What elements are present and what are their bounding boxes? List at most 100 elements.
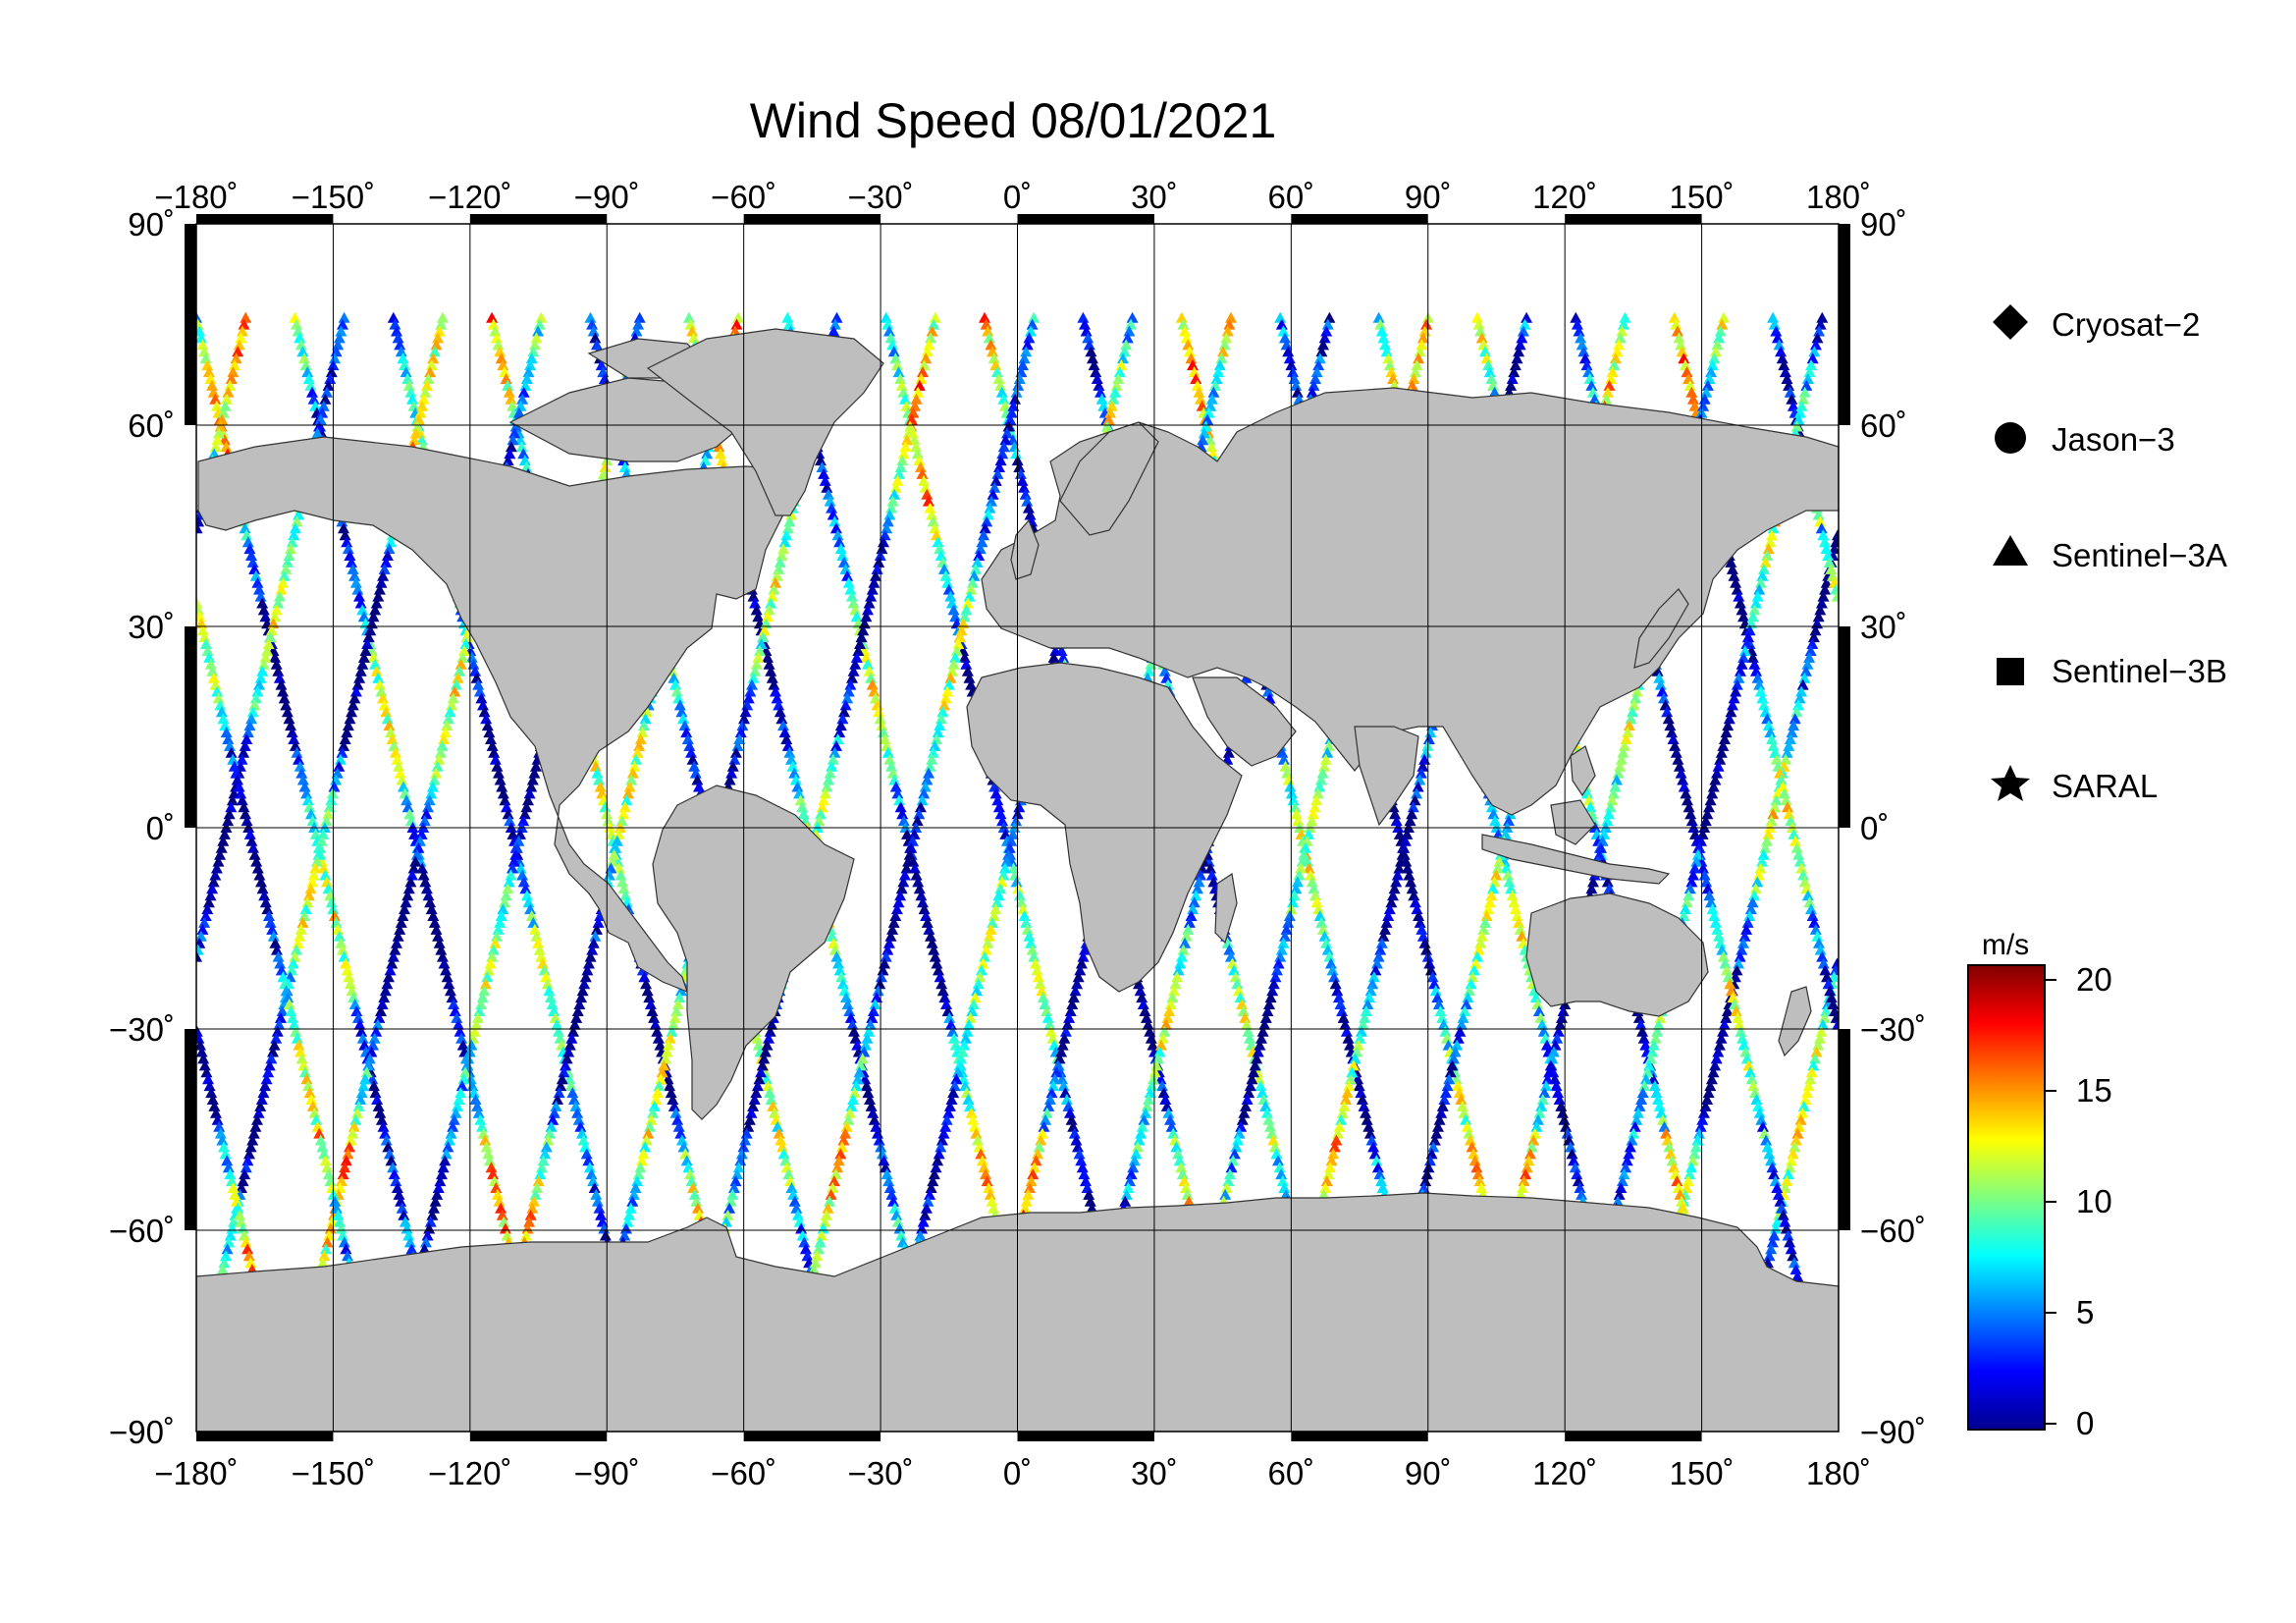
track-point [436, 739, 449, 751]
track-point [986, 1195, 998, 1207]
track-point [1191, 379, 1203, 391]
track-point [664, 1032, 676, 1044]
track-point [767, 1100, 779, 1111]
track-point [474, 1113, 487, 1125]
track-point [896, 1236, 909, 1248]
track-point [435, 318, 448, 330]
track-point [1043, 1018, 1056, 1030]
track-point [524, 1209, 537, 1220]
track-point [850, 1080, 863, 1092]
track-point [521, 1222, 534, 1234]
track-point [422, 373, 435, 384]
track-point [852, 645, 865, 656]
track-point [230, 767, 242, 779]
track-point [226, 1222, 239, 1234]
track-point [1274, 950, 1287, 962]
track-point [750, 604, 763, 616]
track-point [1188, 366, 1201, 378]
track-point [342, 1148, 354, 1160]
track-point [1754, 685, 1767, 697]
track-point [210, 1107, 222, 1118]
track-point [921, 774, 934, 785]
track-point [1025, 1175, 1038, 1187]
track-point [564, 1080, 577, 1092]
track-point [243, 720, 256, 731]
track-point [1807, 1059, 1820, 1071]
track-point [1376, 1182, 1389, 1193]
track-point [497, 787, 509, 799]
track-point [1710, 1053, 1723, 1064]
track-point [1137, 999, 1149, 1009]
track-point [1443, 1073, 1456, 1085]
track-point [1065, 1113, 1078, 1125]
track-point [420, 379, 433, 391]
track-point [860, 611, 873, 622]
track-point [1655, 1107, 1668, 1118]
track-point [954, 631, 966, 643]
track-point [1802, 1080, 1815, 1092]
track-point [1536, 1094, 1549, 1105]
track-point [828, 515, 841, 527]
track-point [306, 876, 319, 888]
track-point [1704, 1080, 1717, 1092]
track-point [958, 651, 971, 663]
track-point [925, 1182, 937, 1193]
track-point [333, 332, 346, 344]
track-point [1614, 760, 1627, 772]
track-point [1175, 950, 1188, 962]
track-point [251, 576, 264, 588]
track-point [755, 1066, 768, 1078]
track-point [1319, 1182, 1332, 1193]
track-point [1122, 1182, 1135, 1193]
track-point [487, 1168, 500, 1180]
track-point [240, 1236, 252, 1248]
track-point [834, 1148, 847, 1160]
track-point [338, 739, 350, 751]
track-point [963, 590, 976, 602]
track-point [1712, 1046, 1725, 1057]
track-point [913, 883, 926, 894]
track-point [1235, 1120, 1248, 1132]
track-point [661, 1046, 673, 1057]
track-point [1012, 883, 1025, 894]
track-point [1436, 1011, 1449, 1023]
track-point [1789, 713, 1801, 725]
track-point [975, 964, 988, 976]
track-point [843, 1005, 856, 1016]
track-point [1779, 366, 1791, 378]
track-point [1058, 1032, 1071, 1044]
track-point [216, 1134, 229, 1146]
track-point [789, 774, 802, 785]
track-point [929, 739, 941, 751]
track-point [346, 706, 358, 718]
track-point [277, 685, 290, 697]
track-point [617, 883, 630, 894]
track-point [925, 332, 936, 344]
track-point [1795, 862, 1808, 874]
track-point [821, 481, 833, 493]
track-point [1678, 781, 1690, 792]
track-point [788, 767, 801, 779]
track-point [840, 992, 852, 1003]
track-point [272, 597, 285, 609]
track-point [888, 774, 901, 785]
track-point [693, 1209, 706, 1220]
track-point [1768, 1168, 1781, 1180]
track-point [202, 366, 215, 378]
track-point [542, 1134, 555, 1146]
track-point [1050, 1066, 1063, 1078]
track-point [1700, 876, 1713, 888]
track-point [592, 916, 605, 928]
track-point [965, 678, 978, 690]
track-point [851, 1039, 864, 1051]
track-point [349, 1113, 362, 1125]
track-point [868, 685, 881, 697]
track-point [615, 815, 628, 827]
track-point [486, 950, 499, 962]
track-point [1405, 876, 1417, 888]
track-point [1310, 794, 1323, 806]
track-point [1707, 1066, 1720, 1078]
track-point [293, 753, 305, 765]
track-point [1138, 1113, 1150, 1125]
track-point [1135, 1127, 1148, 1139]
